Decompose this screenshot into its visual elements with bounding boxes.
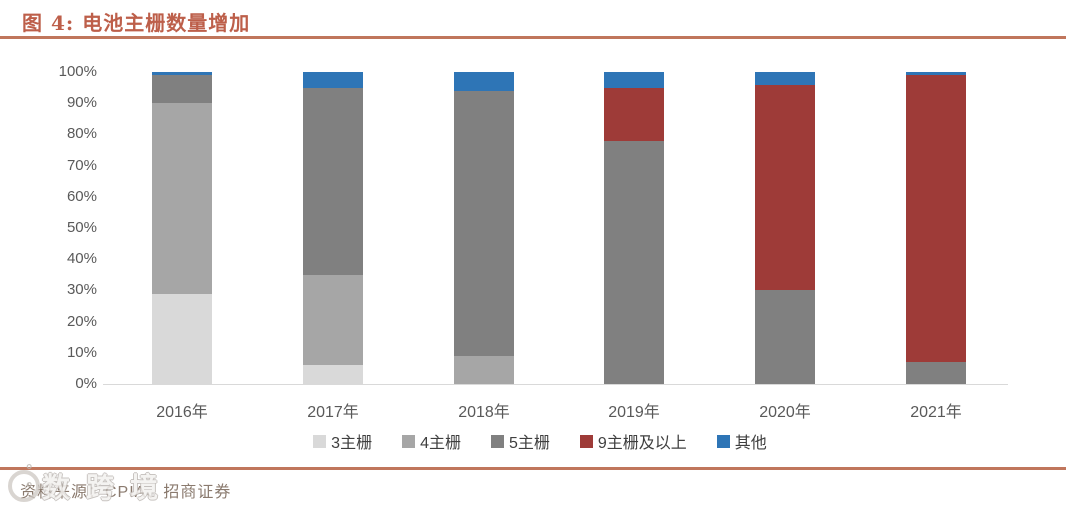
legend-label: 4主栅 — [420, 435, 461, 452]
legend-item-其他: 其他 — [716, 429, 767, 453]
bar-2019年 — [604, 72, 664, 384]
y-axis-tick-label: 50% — [66, 219, 97, 236]
bar-segment-5主栅 — [906, 362, 966, 384]
bar-segment-5主栅 — [152, 75, 212, 104]
y-axis-tick-label: 0% — [75, 375, 97, 392]
bar-segment-5主栅 — [454, 90, 514, 356]
legend-swatch-icon — [716, 434, 730, 448]
y-axis-tick-label: 80% — [66, 125, 97, 143]
bar-segment-4主栅 — [152, 103, 212, 294]
bar-segment-5主栅 — [755, 290, 815, 384]
bar-segment-3主栅 — [152, 293, 212, 384]
legend-label: 其他 — [734, 435, 767, 452]
bar-segment-4主栅 — [303, 274, 363, 366]
bar-2016年 — [152, 72, 212, 384]
legend-label: 9主栅及以上 — [597, 435, 687, 452]
bar-segment-5主栅 — [303, 87, 363, 275]
bar-segment-9主栅及以上 — [755, 84, 815, 291]
bar-segment-4主栅 — [454, 355, 514, 384]
x-axis-label: 2019年 — [608, 404, 660, 421]
stacked-bar-chart: 0% 10% 20% 30% 40% 50% 60% 70% 80% 90% 100% 2016年 20… — [58, 63, 1008, 421]
x-axis-label: 2018年 — [458, 404, 510, 421]
figure-title: 图 4: 电池主栅数量增加 — [22, 11, 251, 35]
footer-divider — [0, 467, 1066, 470]
y-axis-tick-label: 70% — [66, 156, 97, 174]
legend-label: 5主栅 — [508, 435, 550, 452]
y-axis-tick-label: 10% — [66, 343, 97, 361]
legend-item-9主栅及以上: 9主栅及以上 — [579, 429, 687, 453]
legend-swatch-icon — [313, 434, 327, 448]
bar-segment-其他 — [454, 72, 514, 91]
y-axis-tick-label: 90% — [66, 94, 97, 112]
source-text: 资料来源：CPIA、招商证券 — [20, 484, 232, 501]
legend-swatch-icon — [579, 434, 593, 448]
legend-item-4主栅: 4主栅 — [402, 429, 461, 453]
y-axis-tick-label: 20% — [66, 312, 97, 330]
bar-2021年 — [906, 72, 966, 384]
y-axis-tick-label: 30% — [66, 281, 97, 299]
legend-item-3主栅: 3主栅 — [313, 429, 372, 453]
bar-segment-9主栅及以上 — [906, 75, 966, 363]
bar-segment-3主栅 — [303, 365, 363, 384]
chart-legend: 3主栅 4主栅 5主栅 9主栅及以上 其他 — [0, 429, 1080, 453]
bar-segment-9主栅及以上 — [604, 87, 664, 141]
y-axis-tick-label: 40% — [66, 250, 97, 268]
legend-item-5主栅: 5主栅 — [490, 429, 550, 453]
bar-segment-其他 — [152, 72, 212, 76]
bar-segment-其他 — [755, 72, 815, 85]
legend-swatch-icon — [402, 434, 416, 448]
bar-segment-其他 — [604, 72, 664, 88]
bar-2020年 — [755, 72, 815, 384]
x-axis-line — [103, 384, 1008, 385]
bar-segment-其他 — [303, 72, 363, 88]
legend-swatch-icon — [490, 434, 504, 448]
x-axis-label: 2020年 — [759, 404, 811, 421]
x-axis-label: 2017年 — [307, 404, 359, 421]
legend-label: 3主栅 — [331, 435, 373, 452]
y-axis-tick-label: 100% — [58, 63, 97, 80]
title-divider — [0, 36, 1066, 39]
bar-2017年 — [303, 72, 363, 384]
bar-segment-其他 — [906, 72, 966, 76]
x-axis-label: 2016年 — [156, 404, 208, 421]
x-axis-label: 2021年 — [910, 404, 962, 421]
bar-2018年 — [454, 72, 514, 384]
bar-segment-5主栅 — [604, 140, 664, 384]
y-axis-tick-label: 60% — [66, 187, 97, 205]
